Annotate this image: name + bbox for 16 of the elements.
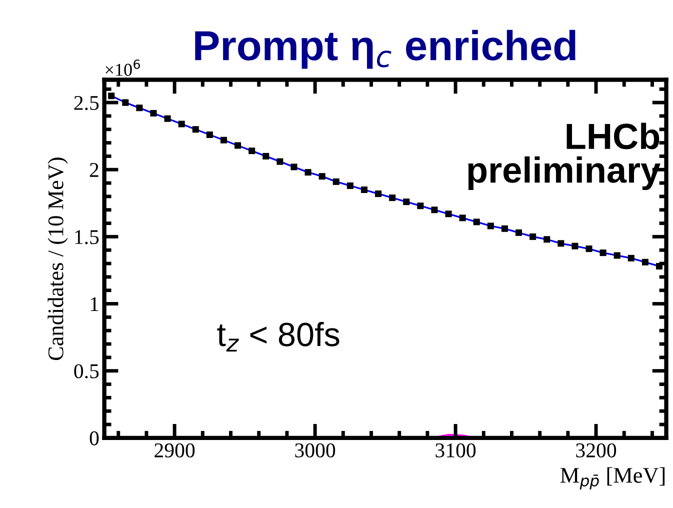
x-axis-title: M$_{pp̄}$ [MeV]: [560, 467, 665, 490]
y-tick-label: 0.5: [74, 364, 99, 378]
x-tick-label: 2900: [154, 443, 195, 458]
chart-title: Prompt η$_{c}$ enriched: [195, 30, 576, 69]
y-tick-label: 2: [90, 163, 98, 177]
annotation: LHCb preliminary: [468, 122, 660, 190]
y-tick-label: 1: [90, 297, 98, 311]
x-tick-label: 3200: [576, 443, 616, 458]
y-axis-title: Candidates / (10 MeV): [48, 158, 68, 360]
x-tick-label: 3000: [295, 443, 336, 458]
y-tick-label: 0: [90, 431, 99, 446]
x-tick-label: 3100: [436, 443, 476, 458]
y-tick-label: 1.5: [75, 230, 99, 244]
y-tick-label: 2.5: [74, 96, 99, 110]
text: ×10$^{6}$: [106, 59, 140, 76]
annotation: t$_{z}$ < 80fs: [217, 322, 340, 352]
